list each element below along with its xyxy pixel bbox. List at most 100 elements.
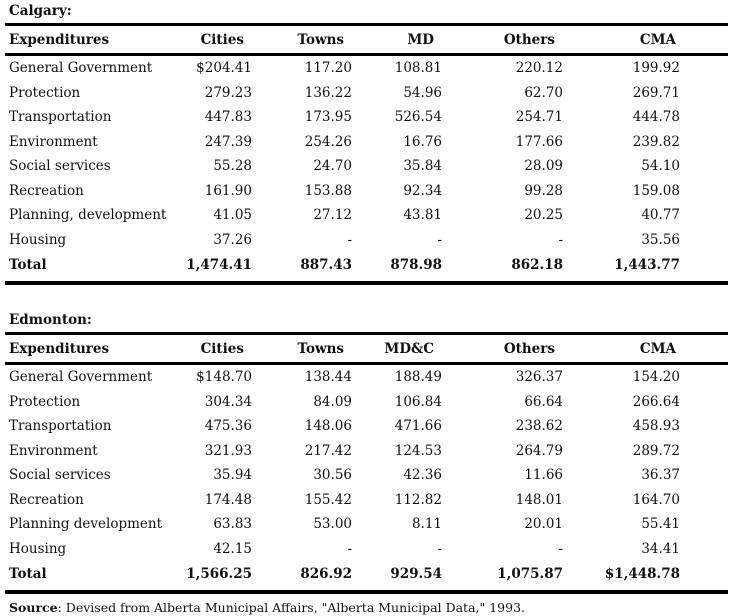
total-value-cell: 929.54	[390, 566, 442, 582]
row-label: Recreation	[9, 491, 84, 508]
row-label: Transportation	[9, 109, 112, 126]
total-row: Total 1,474.41 887.43 878.98 862.18 1,443.77	[5, 252, 728, 283]
tables-container: Calgary: Expenditures Cities Towns MD Others C…	[5, 3, 728, 594]
column-header: Cities	[170, 335, 252, 365]
value-cell: 138.44	[304, 369, 352, 386]
value-cell: -	[347, 231, 352, 248]
value-cell: 161.90	[204, 182, 252, 199]
row-label: Environment	[9, 133, 98, 150]
row-label: Protection	[9, 84, 81, 101]
table-row: Environment 321.93 217.42 124.53 264.79 289.7…	[5, 439, 728, 464]
value-cell: 112.82	[394, 491, 442, 508]
value-cell: 35.94	[213, 467, 252, 484]
value-cell: 326.37	[515, 369, 563, 386]
value-cell: 239.82	[632, 133, 680, 150]
value-cell: 43.81	[403, 207, 442, 224]
table-row: General Government $148.70 138.44 188.49 326…	[5, 364, 728, 390]
value-cell: 54.96	[403, 84, 442, 101]
table-row: Planning, development 41.05 27.12 43.81 20.2…	[5, 203, 728, 228]
source-text: : Devised from Alberta Municipal Affairs…	[57, 600, 526, 615]
value-cell: 164.70	[632, 491, 680, 508]
value-cell: 264.79	[515, 442, 563, 459]
value-cell: 20.25	[524, 207, 563, 224]
total-value-cell: 1,474.41	[186, 257, 252, 273]
value-cell: 136.22	[304, 84, 352, 101]
value-cell: 269.71	[632, 84, 680, 101]
table-title-edmonton: Edmonton:	[5, 312, 728, 335]
value-cell: 35.84	[403, 158, 442, 175]
source-note: Source: Devised from Alberta Municipal A…	[5, 600, 728, 616]
row-label: Social services	[9, 158, 111, 175]
value-cell: 238.62	[515, 418, 563, 435]
table-row: Recreation 161.90 153.88 92.34 99.28 159.08	[5, 179, 728, 204]
column-header: MD	[352, 26, 442, 56]
column-header: Towns	[252, 26, 352, 56]
row-label: Planning development	[9, 516, 163, 533]
value-cell: 304.34	[204, 393, 252, 410]
value-cell: 34.41	[641, 540, 680, 557]
value-cell: 289.72	[632, 442, 680, 459]
value-cell: 106.84	[394, 393, 442, 410]
column-header: CMA	[563, 335, 728, 365]
table-row: General Government $204.41 117.20 108.81 220…	[5, 55, 728, 81]
row-label: Housing	[9, 540, 67, 557]
table-row: Protection 304.34 84.09 106.84 66.64 266.64	[5, 390, 728, 415]
total-label: Total	[9, 257, 47, 273]
table-row: Transportation 447.83 173.95 526.54 254.71 44…	[5, 105, 728, 130]
value-cell: -	[437, 540, 442, 557]
value-cell: 55.28	[213, 158, 252, 175]
value-cell: 35.56	[641, 231, 680, 248]
value-cell: 174.48	[204, 491, 252, 508]
value-cell: 24.70	[313, 158, 352, 175]
value-cell: 55.41	[641, 516, 680, 533]
total-value-cell: 1,566.25	[186, 566, 252, 582]
value-cell: 62.70	[524, 84, 563, 101]
row-label: Environment	[9, 442, 98, 459]
value-cell: 54.10	[641, 158, 680, 175]
value-cell: 148.06	[304, 418, 352, 435]
value-cell: 37.26	[213, 231, 252, 248]
column-header: MD&C	[352, 335, 442, 365]
value-cell: 447.83	[204, 109, 252, 126]
value-cell: 444.78	[632, 109, 680, 126]
total-value-cell: 1,075.87	[497, 566, 563, 582]
table-row: Protection 279.23 136.22 54.96 62.70 269.71	[5, 81, 728, 106]
value-cell: 99.28	[524, 182, 563, 199]
value-cell: 153.88	[304, 182, 352, 199]
value-cell: 41.05	[213, 207, 252, 224]
total-value-cell: 878.98	[390, 257, 442, 273]
value-cell: 16.76	[403, 133, 442, 150]
total-value-cell: 1,443.77	[614, 257, 680, 273]
value-cell: 177.66	[515, 133, 563, 150]
total-value-cell: 826.92	[300, 566, 352, 582]
value-cell: 220.12	[515, 60, 563, 77]
row-label: Protection	[9, 393, 81, 410]
value-cell: 266.64	[632, 393, 680, 410]
value-cell: 27.12	[313, 207, 352, 224]
row-label: General Government	[9, 369, 153, 386]
value-cell: 36.37	[641, 467, 680, 484]
value-cell: 173.95	[304, 109, 352, 126]
expenditures-column-header: Expenditures	[5, 335, 170, 365]
column-header: Others	[442, 26, 563, 56]
column-header: CMA	[563, 26, 728, 56]
value-cell: 117.20	[304, 60, 352, 77]
value-cell: 254.26	[304, 133, 352, 150]
table-row: Planning development 63.83 53.00 8.11 20.01 5…	[5, 512, 728, 537]
value-cell: 66.64	[524, 393, 563, 410]
value-cell: 279.23	[204, 84, 252, 101]
value-cell: $204.41	[196, 60, 252, 77]
value-cell: 247.39	[204, 133, 252, 150]
value-cell: $148.70	[196, 369, 252, 386]
expenditures-column-header: Expenditures	[5, 26, 170, 56]
value-cell: -	[558, 231, 563, 248]
calgary-expenditures-table: Expenditures Cities Towns MD Others CMA Genera…	[5, 26, 728, 285]
value-cell: 526.54	[394, 109, 442, 126]
value-cell: 154.20	[632, 369, 680, 386]
table-row: Social services 55.28 24.70 35.84 28.09 54.10	[5, 154, 728, 179]
value-cell: 148.01	[515, 491, 563, 508]
total-value-cell: 862.18	[511, 257, 563, 273]
row-label: Social services	[9, 467, 111, 484]
table-row: Transportation 475.36 148.06 471.66 238.62 45…	[5, 414, 728, 439]
